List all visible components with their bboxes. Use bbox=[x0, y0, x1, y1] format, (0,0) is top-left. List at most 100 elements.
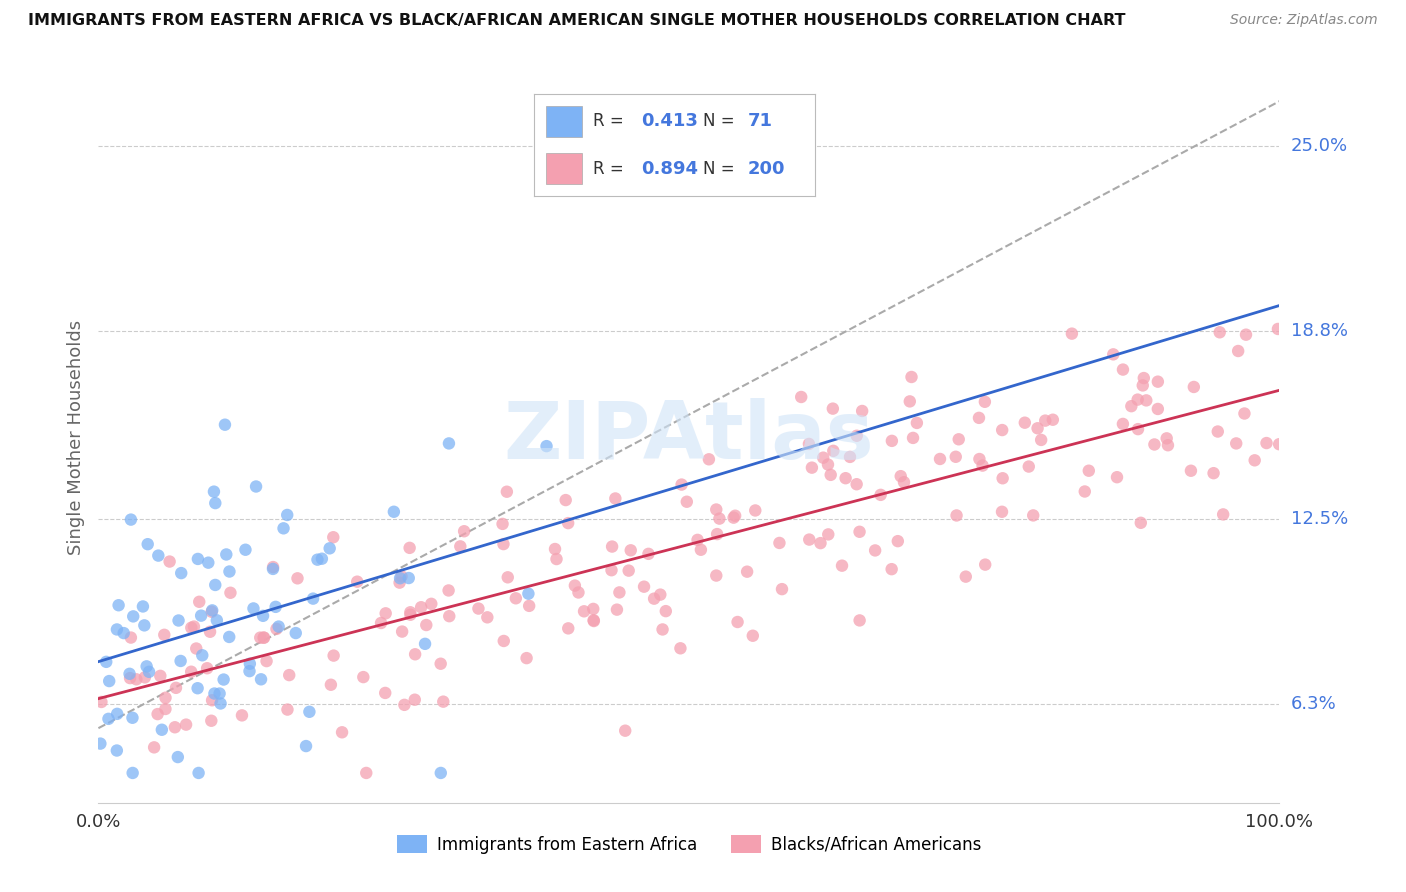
Point bbox=[191, 648, 214, 663]
Point bbox=[517, 587, 540, 601]
Point bbox=[901, 431, 924, 445]
Point bbox=[900, 370, 922, 384]
Point bbox=[898, 394, 921, 409]
Point bbox=[150, 723, 173, 737]
Point bbox=[880, 562, 903, 576]
Point bbox=[302, 591, 325, 606]
Point bbox=[413, 637, 436, 651]
Point bbox=[614, 723, 637, 738]
Point bbox=[287, 571, 309, 585]
Point bbox=[167, 614, 190, 628]
Point bbox=[200, 714, 222, 728]
Point bbox=[600, 563, 623, 577]
Point bbox=[273, 521, 295, 535]
Point bbox=[845, 477, 868, 491]
Point bbox=[155, 690, 177, 705]
Point bbox=[839, 450, 862, 464]
Point bbox=[1026, 421, 1049, 435]
Point bbox=[810, 536, 832, 550]
Point bbox=[136, 537, 159, 551]
Point bbox=[704, 502, 727, 516]
Point bbox=[869, 488, 891, 502]
Point bbox=[404, 647, 426, 661]
Point bbox=[187, 681, 209, 696]
Point bbox=[1227, 344, 1250, 359]
Point bbox=[155, 702, 177, 716]
Point bbox=[1180, 464, 1202, 478]
Point bbox=[1209, 326, 1232, 340]
Point bbox=[311, 551, 333, 566]
Point bbox=[582, 602, 605, 616]
Point bbox=[735, 565, 758, 579]
Point bbox=[239, 657, 262, 671]
Point bbox=[929, 452, 952, 467]
Point bbox=[215, 548, 238, 562]
Text: IMMIGRANTS FROM EASTERN AFRICA VS BLACK/AFRICAN AMERICAN SINGLE MOTHER HOUSEHOLD: IMMIGRANTS FROM EASTERN AFRICA VS BLACK/… bbox=[28, 13, 1126, 29]
Point bbox=[643, 591, 665, 606]
Point bbox=[97, 712, 120, 726]
Point bbox=[266, 622, 288, 636]
Point bbox=[153, 628, 176, 642]
Point bbox=[495, 484, 517, 499]
Point bbox=[1146, 401, 1168, 416]
Point bbox=[391, 624, 413, 639]
Point bbox=[817, 527, 839, 541]
Point bbox=[174, 717, 197, 731]
Point bbox=[204, 578, 226, 592]
Point bbox=[544, 541, 567, 556]
Point bbox=[187, 552, 209, 566]
Point bbox=[651, 623, 673, 637]
Point bbox=[276, 702, 298, 716]
Point bbox=[1077, 464, 1099, 478]
Point bbox=[219, 586, 242, 600]
Point bbox=[346, 574, 368, 589]
Point bbox=[120, 671, 142, 685]
Point bbox=[253, 631, 276, 645]
Point bbox=[887, 534, 910, 549]
Point bbox=[105, 743, 128, 757]
Point bbox=[655, 604, 678, 618]
Point bbox=[955, 569, 977, 583]
Point bbox=[120, 513, 142, 527]
Point bbox=[388, 575, 411, 590]
Point bbox=[256, 654, 278, 668]
Point bbox=[821, 401, 844, 416]
Point bbox=[202, 484, 225, 499]
Point bbox=[945, 508, 967, 523]
Point bbox=[120, 631, 142, 645]
Point bbox=[848, 614, 870, 628]
Point bbox=[1212, 508, 1234, 522]
Point bbox=[817, 458, 839, 472]
Text: ZIPAtlas: ZIPAtlas bbox=[503, 398, 875, 476]
Point bbox=[322, 648, 344, 663]
Point bbox=[399, 607, 422, 622]
Point bbox=[1031, 433, 1053, 447]
Point bbox=[121, 766, 143, 780]
Point bbox=[1126, 422, 1149, 436]
Point bbox=[1112, 417, 1135, 431]
Point bbox=[496, 570, 519, 584]
Point bbox=[709, 511, 731, 525]
Point bbox=[741, 629, 763, 643]
Point bbox=[557, 516, 579, 530]
Point bbox=[1135, 393, 1157, 408]
Point bbox=[449, 540, 471, 554]
Point bbox=[969, 452, 991, 467]
FancyBboxPatch shape bbox=[546, 153, 582, 184]
Point bbox=[1105, 470, 1128, 484]
Point bbox=[429, 766, 451, 780]
Point bbox=[138, 665, 160, 679]
Point bbox=[706, 527, 728, 541]
Point bbox=[893, 475, 915, 490]
Point bbox=[1014, 416, 1036, 430]
Point bbox=[1018, 459, 1040, 474]
Text: 0.894: 0.894 bbox=[641, 160, 699, 178]
Point bbox=[557, 621, 579, 635]
Point bbox=[1243, 453, 1265, 467]
Point bbox=[967, 410, 990, 425]
Point bbox=[165, 681, 187, 695]
Point bbox=[948, 432, 970, 446]
Point bbox=[169, 654, 191, 668]
Point bbox=[813, 450, 835, 465]
Point bbox=[118, 666, 141, 681]
